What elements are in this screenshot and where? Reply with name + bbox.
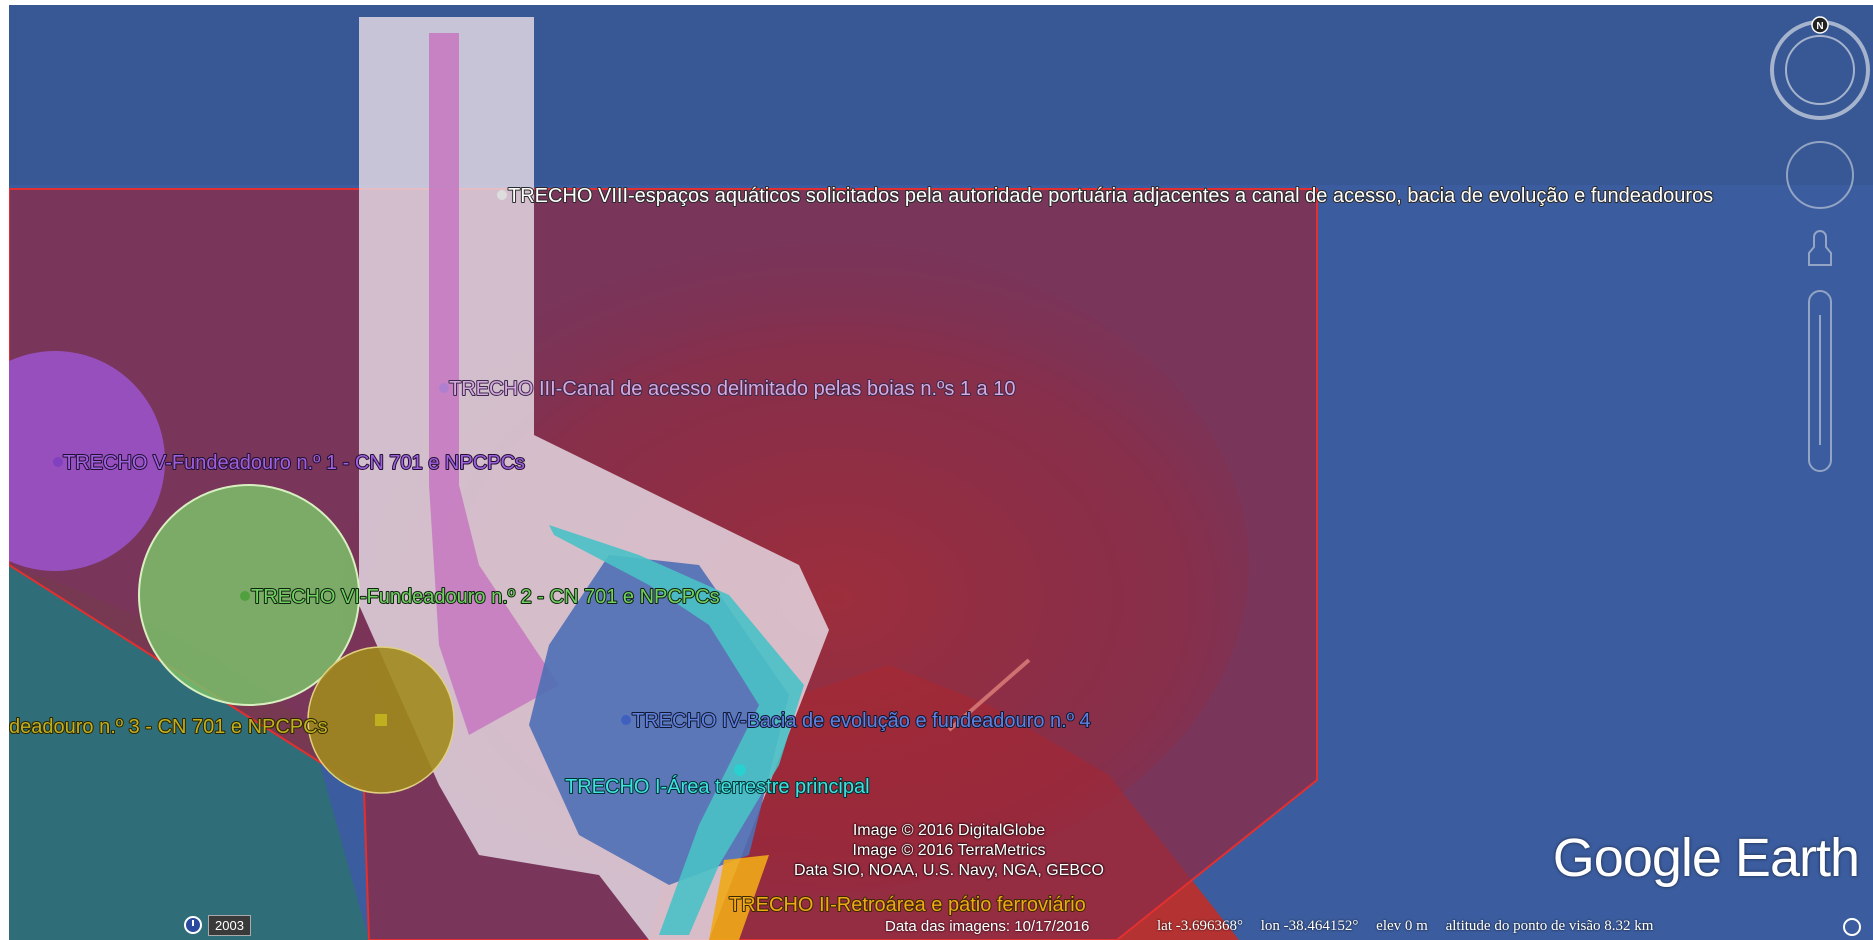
map-viewport[interactable]: TRECHO VIII-espaços aquáticos solicitado…	[9, 5, 1873, 940]
placemark-icon[interactable]	[621, 715, 631, 725]
label-trecho-iv[interactable]: TRECHO IV-Bacia de evolução e fundeadour…	[631, 709, 1092, 733]
map-canvas[interactable]: TRECHO VIII-espaços aquáticos solicitado…	[9, 5, 1873, 940]
pier-line	[947, 658, 1031, 732]
label-trecho-ii[interactable]: TRECHO II-Retroárea e pátio ferroviário	[728, 893, 1087, 917]
placemark-icon[interactable]	[734, 764, 746, 776]
trecho-v-circle[interactable]	[9, 351, 165, 571]
google-earth-logo: Google Earth	[1552, 828, 1860, 888]
latitude: lat -3.696368°	[1157, 918, 1243, 934]
imagery-year[interactable]: 2003	[208, 914, 251, 936]
streaming-globe-icon	[1843, 918, 1861, 936]
status-bar: Data das imagens: 10/17/2016 lat -3.6963…	[9, 914, 1873, 940]
imagery-credits: Image © 2016 DigitalGlobe Image © 2016 T…	[709, 821, 1189, 881]
label-trecho-i[interactable]: TRECHO I-Área terrestre principal	[564, 774, 871, 799]
coordinates-readout: lat -3.696368° lon -38.464152° elev 0 m …	[1157, 918, 1667, 935]
look-joystick[interactable]	[1786, 141, 1854, 209]
compass-ring[interactable]	[1770, 20, 1870, 120]
north-label: N	[1816, 21, 1823, 32]
label-trecho-vii[interactable]: deadouro n.º 3 - CN 701 e NPCPCs	[9, 715, 329, 739]
trecho-iii-channel[interactable]	[429, 33, 559, 735]
trecho-ii-area[interactable]	[709, 855, 769, 940]
placemark-icon[interactable]	[240, 591, 250, 601]
coast-land-west	[9, 565, 369, 940]
label-trecho-iii[interactable]: TRECHO III-Canal de acesso delimitado pe…	[448, 377, 1016, 401]
label-trecho-v[interactable]: TRECHO V-Fundeadouro n.º 1 - CN 701 e NP…	[62, 451, 526, 475]
credit-line: Image © 2016 DigitalGlobe	[852, 822, 1046, 839]
street-view-icon[interactable]	[1808, 230, 1832, 266]
placemark-icon[interactable]	[53, 457, 63, 467]
zoom-slider[interactable]	[1808, 290, 1832, 472]
elevation: elev 0 m	[1376, 918, 1428, 934]
clock-icon[interactable]	[184, 916, 202, 934]
north-indicator-icon[interactable]	[1811, 16, 1829, 34]
placemark-icon[interactable]	[497, 190, 507, 200]
placemark-icon[interactable]	[439, 383, 449, 393]
historical-imagery-control[interactable]: 2003	[184, 914, 251, 936]
credit-line: Image © 2016 TerraMetrics	[852, 842, 1046, 859]
credit-line: Data SIO, NOAA, U.S. Navy, NGA, GEBCO	[794, 862, 1104, 879]
imagery-date: Data das imagens: 10/17/2016	[885, 918, 1090, 935]
eye-altitude: altitude do ponto de visão 8.32 km	[1445, 918, 1654, 934]
navigation-controls[interactable]: N	[1763, 15, 1873, 485]
label-trecho-viii[interactable]: TRECHO VIII-espaços aquáticos solicitado…	[507, 184, 1714, 208]
placemark-icon[interactable]	[375, 714, 387, 726]
label-trecho-vi[interactable]: TRECHO VI-Fundeadouro n.º 2 - CN 701 e N…	[250, 585, 721, 609]
trecho-i-area[interactable]	[549, 525, 804, 935]
longitude: lon -38.464152°	[1260, 918, 1359, 934]
deep-water	[9, 5, 1873, 185]
